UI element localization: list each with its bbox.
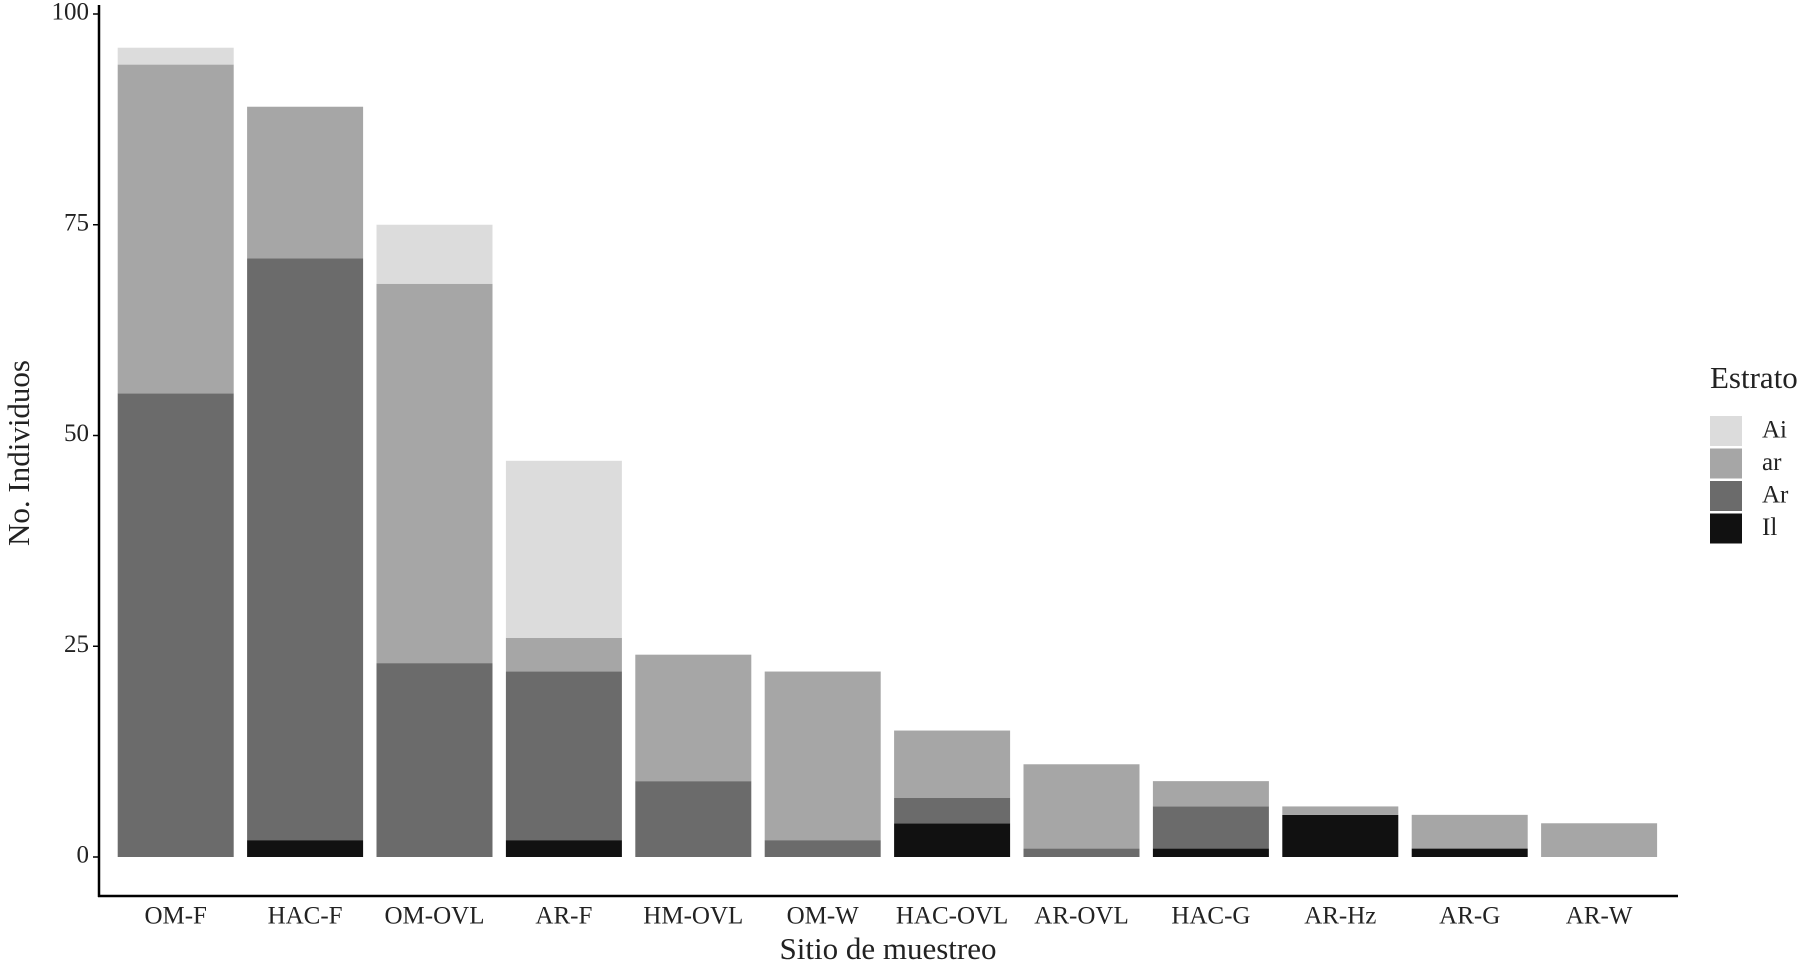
x-tick-label: OM-F [144, 903, 207, 930]
x-tick-label: HM-OVL [643, 903, 743, 930]
bar-segment [635, 654, 752, 782]
x-axis-title: Sitio de muestreo [780, 931, 997, 966]
x-tick-label: AR-F [535, 903, 592, 930]
bar-segment [376, 224, 493, 284]
x-tick-label: HAC-F [268, 903, 343, 930]
bar-segment [1411, 848, 1528, 857]
bar-segment [376, 283, 493, 664]
bar-segment [1282, 814, 1399, 857]
bar-segment [894, 823, 1011, 857]
legend-key [1710, 481, 1742, 511]
legend-key [1710, 448, 1742, 479]
bar-segment [764, 671, 881, 841]
bar-segment [247, 258, 364, 841]
legend-label: Il [1762, 514, 1777, 541]
legend-label: Ai [1762, 417, 1787, 444]
bar-segment [1152, 806, 1269, 849]
y-tick-label: 75 [64, 209, 89, 236]
bar-segment [1023, 764, 1140, 849]
bar-segment [505, 671, 622, 841]
bar-segment [247, 840, 364, 857]
x-tick-label: OM-OVL [385, 903, 485, 930]
y-tick-label: 100 [52, 0, 90, 26]
bar-segment [505, 840, 622, 857]
bar-segment [247, 106, 364, 259]
x-tick-label: AR-W [1566, 903, 1633, 930]
legend-key [1710, 416, 1742, 446]
x-tick-label: AR-G [1439, 903, 1500, 930]
bar-segment [894, 730, 1011, 798]
legend-label: Ar [1762, 482, 1789, 509]
x-tick-label: AR-Hz [1304, 903, 1376, 930]
legend-title: Estrato [1710, 360, 1798, 395]
bar-segment [894, 797, 1011, 824]
legend-label: ar [1762, 449, 1782, 476]
bar-segment [117, 64, 234, 394]
bar-segment [1152, 781, 1269, 807]
x-tick-label: HAC-OVL [896, 903, 1009, 930]
bar-segment [505, 460, 622, 638]
legend-key [1710, 513, 1742, 544]
y-tick-label: 0 [77, 842, 90, 869]
y-tick-label: 50 [64, 420, 89, 447]
bar-segment [764, 840, 881, 857]
x-tick-label: OM-W [787, 903, 860, 930]
bar-segment [376, 663, 493, 857]
bar-segment [1023, 848, 1140, 857]
bar-segment [1282, 806, 1399, 815]
bar-segment [505, 637, 622, 672]
y-axis-title: No. Individuos [1, 360, 36, 546]
bar-segment [117, 393, 234, 857]
bar-segment [1152, 848, 1269, 857]
bar-segment [1541, 823, 1658, 857]
bar-segment [1411, 814, 1528, 849]
bar-segment [117, 47, 234, 65]
x-tick-label: AR-OVL [1034, 903, 1128, 930]
x-tick-label: HAC-G [1171, 903, 1250, 930]
y-tick-label: 25 [64, 631, 89, 658]
bar-segment [635, 781, 752, 857]
